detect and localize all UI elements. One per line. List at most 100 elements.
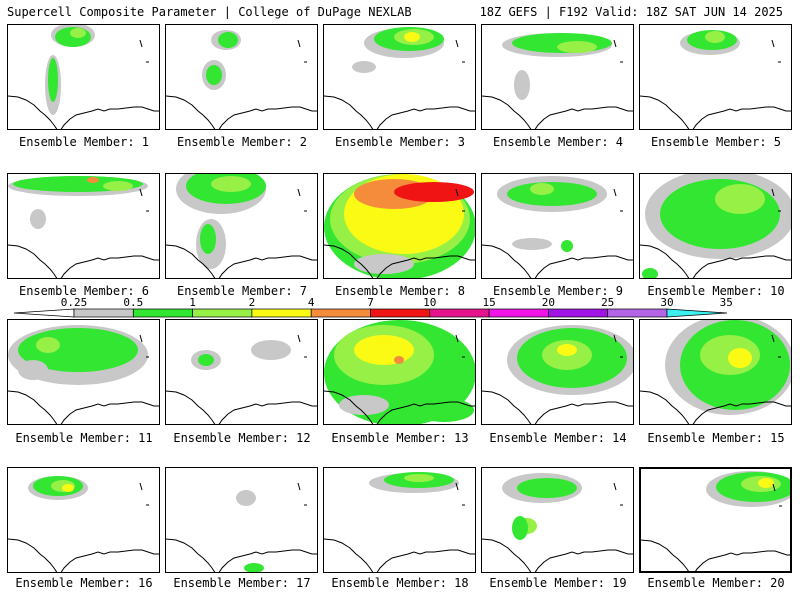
scp-contour-region (70, 28, 86, 38)
ensemble-map-panel[interactable] (481, 173, 634, 279)
colorbar-segment (73, 308, 134, 318)
ensemble-member-label: Ensemble Member: 3 (334, 135, 466, 149)
scp-contour-region (211, 176, 251, 192)
lake-outline (613, 188, 623, 212)
colorbar-tick-label: 25 (601, 297, 614, 309)
ensemble-member-label: Ensemble Member: 17 (173, 576, 311, 590)
scp-contour-region (514, 70, 530, 100)
scp-field-map (640, 174, 791, 278)
lake-outline (455, 39, 465, 63)
header-title: Supercell Composite Parameter | College … (7, 5, 412, 19)
ensemble-member-label: Ensemble Member: 18 (331, 576, 469, 590)
ensemble-member-label: Ensemble Member: 9 (492, 284, 624, 298)
ensemble-member-label: Ensemble Member: 11 (15, 431, 153, 445)
ensemble-map-panel[interactable] (639, 467, 792, 573)
scp-contour-region (198, 354, 214, 366)
colorbar-low-arrow (13, 308, 75, 318)
ensemble-map-panel[interactable] (323, 319, 476, 425)
scp-contour-region (87, 177, 99, 183)
colorbar-tick-label: 1 (189, 297, 196, 309)
ensemble-map-panel[interactable] (165, 467, 318, 573)
colorbar-segment (548, 308, 609, 318)
scp-contour-region (18, 360, 48, 380)
lake-outline (139, 482, 149, 506)
colorbar-segment (488, 308, 549, 318)
ensemble-member-label: Ensemble Member: 19 (489, 576, 627, 590)
scp-contour-region (414, 398, 474, 422)
ensemble-map-panel[interactable] (639, 173, 792, 279)
scp-contour-region (354, 254, 414, 274)
ensemble-member-label: Ensemble Member: 14 (489, 431, 627, 445)
ensemble-map-panel[interactable] (481, 24, 634, 130)
coastline (8, 538, 159, 572)
ensemble-map-panel[interactable] (7, 319, 160, 425)
scp-contour-region (62, 484, 74, 492)
ensemble-map-panel[interactable] (323, 467, 476, 573)
ensemble-map-panel[interactable] (7, 24, 160, 130)
lake-outline (455, 188, 465, 212)
ensemble-member-label: Ensemble Member: 16 (15, 576, 153, 590)
colorbar-segment (132, 308, 193, 318)
scp-contour-region (394, 356, 404, 364)
ensemble-map-panel[interactable] (165, 173, 318, 279)
ensemble-map-panel[interactable] (481, 319, 634, 425)
ensemble-map-panel[interactable] (323, 24, 476, 130)
scp-contour-region (244, 563, 264, 572)
colorbar-tick-label: 20 (542, 297, 555, 309)
scp-contour-region (36, 337, 60, 353)
scp-contour-region (557, 344, 577, 356)
scp-field-map (166, 30, 317, 129)
scp-contour-region (236, 490, 256, 506)
colorbar-tick-label: 10 (423, 297, 436, 309)
ensemble-map-panel[interactable] (639, 319, 792, 425)
colorbar-tick-label: 35 (720, 297, 733, 309)
coastline (166, 244, 317, 278)
scp-contour-region (530, 183, 554, 195)
ensemble-map-panel[interactable] (481, 467, 634, 573)
colorbar-tick-label: 15 (482, 297, 495, 309)
scp-contour-region (507, 182, 597, 206)
ensemble-member-label: Ensemble Member: 15 (647, 431, 785, 445)
ensemble-member-label: Ensemble Member: 4 (492, 135, 624, 149)
ensemble-map-panel[interactable] (639, 24, 792, 130)
scp-field-map (8, 325, 159, 424)
coastline (324, 244, 475, 278)
scp-field-map (482, 176, 633, 278)
scp-contour-region (642, 268, 658, 278)
colorbar-segment (607, 308, 668, 318)
scp-field-map (640, 320, 791, 424)
coastline (640, 390, 791, 424)
scp-field-map (482, 325, 633, 424)
header-run-info: 18Z GEFS | F192 Valid: 18Z SAT JUN 14 20… (479, 5, 783, 19)
scp-field-map (641, 471, 790, 571)
scp-field-map (8, 476, 159, 572)
ensemble-member-label: Ensemble Member: 2 (176, 135, 308, 149)
lake-outline (297, 39, 307, 63)
colorbar-tick-label: 30 (660, 297, 673, 309)
coastline (482, 95, 633, 129)
coastline (324, 390, 475, 424)
scp-contour-region (660, 179, 780, 249)
coastline (166, 538, 317, 572)
coastline (8, 95, 159, 129)
scp-contour-region (251, 340, 291, 360)
scp-field-map (166, 334, 317, 424)
scp-contour-region (30, 209, 46, 229)
lake-outline (455, 482, 465, 506)
ensemble-map-panel[interactable] (7, 467, 160, 573)
coastline (166, 390, 317, 424)
coastline (8, 244, 159, 278)
ensemble-map-panel[interactable] (165, 24, 318, 130)
ensemble-member-label: Ensemble Member: 7 (176, 284, 308, 298)
ensemble-map-panel[interactable] (165, 319, 318, 425)
ensemble-map-panel[interactable] (7, 173, 160, 279)
ensemble-member-label: Ensemble Member: 1 (18, 135, 150, 149)
ensemble-member-label: Ensemble Member: 10 (647, 284, 785, 298)
lake-outline (297, 334, 307, 358)
lake-outline (771, 188, 781, 212)
scp-field-map (640, 30, 791, 129)
ensemble-map-panel[interactable] (323, 173, 476, 279)
scp-field-map (324, 27, 475, 129)
lake-outline (139, 188, 149, 212)
ensemble-member-label: Ensemble Member: 6 (18, 284, 150, 298)
